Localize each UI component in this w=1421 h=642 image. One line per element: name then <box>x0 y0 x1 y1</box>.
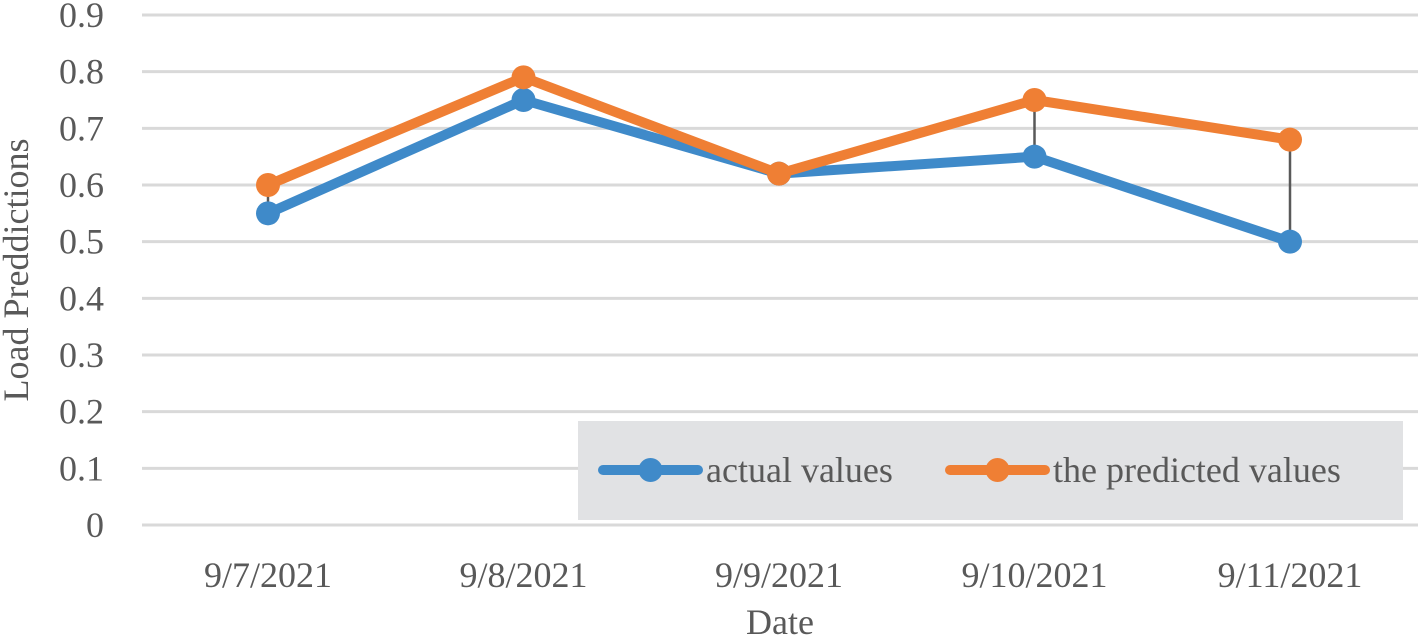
series-lines <box>256 65 1302 254</box>
x-tick-label: 9/11/2021 <box>1218 555 1363 595</box>
legend: actual values the predicted values <box>578 421 1403 520</box>
x-tick-label: 9/9/2021 <box>715 555 843 595</box>
x-tick-labels: 9/7/2021 9/8/2021 9/9/2021 9/10/2021 9/11/20… <box>204 555 1362 595</box>
legend-item: the predicted values <box>945 450 1341 490</box>
data-point <box>1022 144 1047 169</box>
data-point <box>256 201 280 226</box>
series-2 <box>256 65 1302 197</box>
gridlines <box>142 13 1418 527</box>
data-point <box>511 65 536 90</box>
legend-swatch-marker <box>638 458 663 482</box>
y-tick-label: 0.7 <box>59 108 104 148</box>
y-tick-label: 0.6 <box>59 165 104 205</box>
y-tick-label: 0.4 <box>59 278 104 318</box>
data-point <box>1278 127 1302 152</box>
legend-item: actual values <box>598 450 893 490</box>
y-tick-label: 0.3 <box>59 335 104 375</box>
data-point <box>1278 229 1302 254</box>
x-axis-title: Date <box>746 602 814 637</box>
y-tick-label: 0.1 <box>59 448 104 488</box>
data-point <box>767 161 791 186</box>
data-point <box>1022 88 1047 112</box>
data-point <box>256 173 280 197</box>
y-tick-labels: 0 0.1 0.2 0.3 0.4 0.5 0.6 0.7 0.8 0.9 <box>59 0 104 545</box>
y-tick-label: 0.9 <box>59 0 104 35</box>
y-tick-label: 0.2 <box>59 392 104 432</box>
x-tick-label: 9/8/2021 <box>459 555 587 595</box>
legend-label: actual values <box>706 450 893 490</box>
x-tick-label: 9/7/2021 <box>204 555 332 595</box>
y-tick-label: 0.8 <box>59 52 104 92</box>
y-tick-label: 0.5 <box>59 222 104 262</box>
high-low-lines <box>266 77 1292 242</box>
y-tick-label: 0 <box>86 505 104 545</box>
legend-swatch-marker <box>985 458 1010 482</box>
data-point <box>511 88 536 112</box>
legend-label: the predicted values <box>1053 450 1341 490</box>
y-axis-title: Load Preddictions <box>0 139 36 402</box>
x-tick-label: 9/10/2021 <box>961 555 1107 595</box>
